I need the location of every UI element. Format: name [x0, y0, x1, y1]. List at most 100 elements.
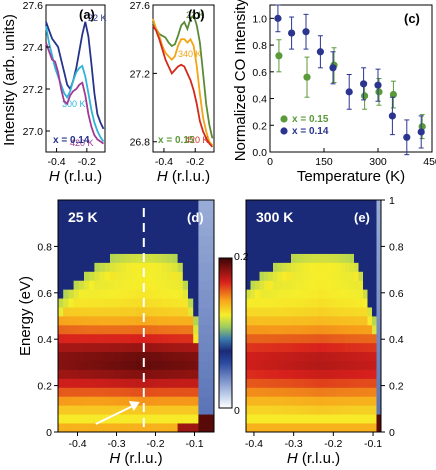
heatmap-cell: [78, 423, 85, 433]
heatmap-cell: [291, 316, 296, 326]
heatmap-cell: [84, 360, 90, 370]
heatmap-cell: [99, 414, 106, 424]
y-tick-label: 0: [46, 427, 52, 439]
heatmap-cell: [63, 298, 69, 308]
heatmap-cell: [182, 387, 189, 397]
heatmap-cell: [130, 378, 137, 388]
heatmap-cell: [73, 324, 80, 335]
heatmap-cell: [277, 244, 283, 254]
heatmap-cell: [372, 324, 377, 335]
y-tick-label: 0: [389, 427, 395, 439]
heatmap-cell: [277, 342, 283, 353]
heatmap-cell: [203, 396, 210, 406]
heatmap-cell: [162, 280, 168, 290]
heatmap-cell: [89, 208, 95, 219]
heatmap-cell: [268, 280, 274, 290]
series-label: 300 K: [62, 99, 86, 109]
heatmap-cell: [259, 360, 265, 370]
heatmap-cell: [318, 324, 323, 335]
heatmap-cell: [300, 226, 305, 237]
heatmap-cell: [277, 280, 283, 290]
heatmap-cell: [349, 217, 355, 228]
heatmap-cell: [295, 423, 301, 433]
heatmap-cell: [376, 396, 382, 406]
heatmap-cell: [358, 217, 364, 228]
heatmap-cell: [58, 208, 64, 219]
heatmap-cell: [349, 280, 355, 290]
heatmap-cell: [115, 200, 121, 210]
heatmap-cell: [345, 396, 350, 406]
heatmap-cell: [58, 217, 64, 228]
heatmap-cell: [188, 351, 194, 362]
heatmap-cell: [162, 226, 168, 237]
heatmap-cell: [162, 262, 168, 272]
heatmap-cell: [172, 200, 178, 210]
data-point: [345, 88, 353, 96]
heatmap-cell: [255, 378, 260, 388]
heatmap-cell: [115, 342, 121, 353]
y-tick-label: 27.6: [23, 0, 44, 12]
y-axis-label: Energy (eV): [17, 276, 34, 356]
heatmap-cell: [208, 351, 215, 362]
heatmap-cell: [309, 253, 314, 263]
heatmap-cell: [193, 289, 199, 299]
heatmap-cell: [182, 280, 189, 290]
heatmap-cell: [203, 405, 210, 415]
heatmap-cell: [282, 423, 287, 433]
heatmap-cell: [264, 226, 269, 237]
x-tick-label: -0.2: [146, 438, 164, 450]
heatmap-cell: [255, 351, 260, 362]
y-tick-label: 0.8: [37, 241, 52, 253]
heatmap-cell: [172, 253, 178, 263]
heatmap-cell: [358, 200, 364, 210]
heatmap-cell: [188, 200, 194, 210]
heatmap-cell: [322, 405, 328, 415]
heatmap-cell: [120, 387, 126, 397]
plot-frame: [57, 199, 215, 433]
heatmap-cell: [141, 351, 147, 362]
heatmap-cell: [84, 289, 90, 299]
heatmap-cell: [354, 378, 359, 388]
heatmap-cell: [259, 200, 265, 210]
heatmap-cell: [336, 360, 341, 370]
heatmap-cell: [336, 253, 341, 263]
heatmap-cell: [367, 333, 373, 344]
heatmap-cell: [313, 405, 319, 415]
legend-marker: [280, 127, 288, 135]
heatmap-cell: [110, 289, 116, 299]
series-line-300k: [45, 25, 105, 143]
heatmap-cell: [259, 316, 265, 326]
heatmap-cell: [84, 226, 90, 237]
heatmap-cell: [162, 217, 168, 228]
heatmap-cell: [130, 387, 137, 397]
heatmap-cell: [141, 378, 147, 388]
heatmap-cell: [84, 217, 90, 228]
heatmap-cell: [268, 414, 274, 424]
heatmap-cell: [110, 262, 116, 272]
heatmap-cell: [291, 253, 296, 263]
heatmap-cell: [331, 316, 337, 326]
heatmap-cell: [68, 351, 74, 362]
heatmap-cell: [167, 405, 173, 415]
heatmap-cell: [295, 289, 301, 299]
heatmap-cell: [349, 262, 355, 272]
heatmap-cell: [372, 396, 377, 406]
heatmap-cell: [358, 271, 364, 281]
heatmap-cell: [146, 360, 152, 370]
y-tick-label: 27.2: [130, 68, 151, 80]
heatmap-cell: [250, 423, 256, 433]
heatmap-cell: [151, 387, 158, 397]
heatmap-cell: [295, 414, 301, 424]
heatmap-cell: [146, 387, 152, 397]
heatmap-cell: [141, 262, 147, 272]
heatmap-cell: [68, 387, 74, 397]
heatmap-cell: [167, 387, 173, 397]
heatmap-cell: [182, 262, 189, 272]
panel-label: (c): [404, 11, 420, 26]
heatmap-cell: [84, 208, 90, 219]
heatmap-cell: [94, 200, 100, 210]
heatmap-cell: [340, 217, 346, 228]
heatmap-cell: [141, 289, 147, 299]
heatmap-cell: [358, 423, 364, 433]
heatmap-cell: [136, 289, 142, 299]
